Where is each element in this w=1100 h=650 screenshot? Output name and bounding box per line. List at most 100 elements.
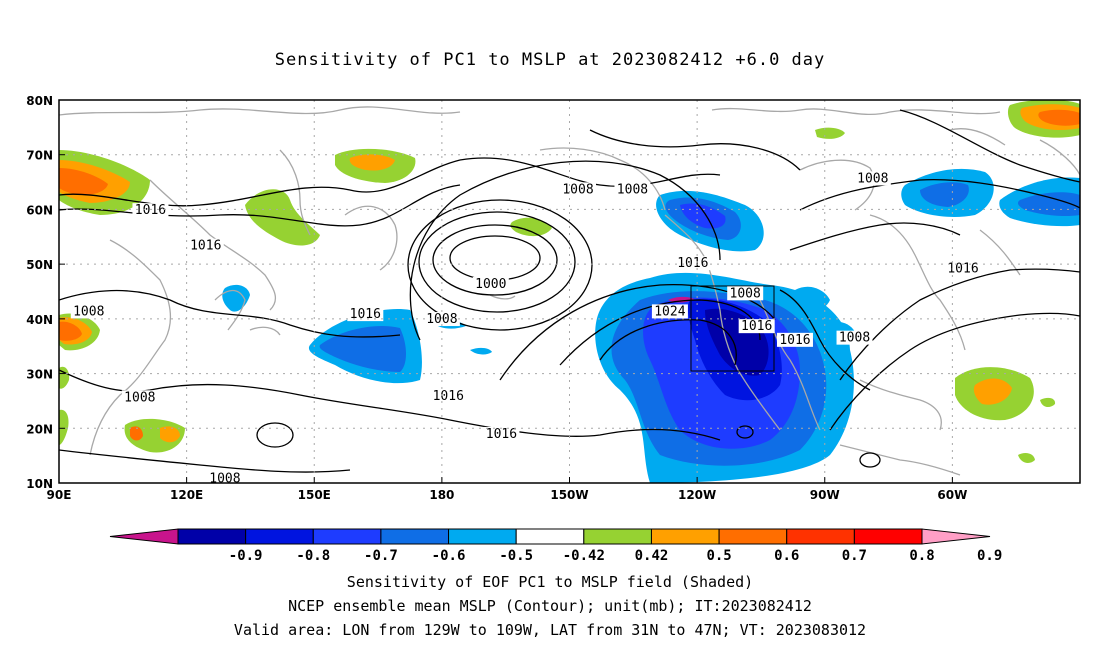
shade-okhotsk-green [245, 189, 320, 246]
shade-bering-green [510, 217, 552, 237]
colorbar-bin [853, 528, 923, 545]
shade-alaska-strong [680, 203, 726, 229]
lat-tick-label: 60N [26, 203, 53, 217]
lon-tick-label: 180 [429, 488, 454, 502]
contour-label-bg [854, 171, 891, 186]
shade-scs-orange [160, 426, 180, 443]
shade-indochina-green [59, 409, 69, 445]
colorbar-bin [448, 528, 517, 545]
contour-label-bg [614, 182, 651, 197]
shade-japan-light [222, 284, 250, 312]
contour-label-bg [70, 304, 107, 319]
colorbar-tick-label: 0.6 [774, 548, 799, 564]
contour-label-bg [651, 304, 688, 319]
contour-label: 1008 [730, 286, 761, 301]
contour-label: 1008 [426, 312, 457, 327]
colorbar-tick-label: 0.42 [635, 548, 669, 564]
colorbar-tick-label: -0.8 [296, 548, 330, 564]
colorbar-bin [650, 528, 720, 545]
shade-gulf-light [793, 286, 830, 310]
contour-label: 1008 [857, 171, 888, 186]
contour-label: 1016 [135, 203, 166, 218]
shade-atlantic-mid [1017, 192, 1080, 217]
shade-indochina2-green [59, 366, 70, 389]
shade-atlantic-orange [973, 378, 1012, 405]
contour-label-bg [472, 277, 509, 292]
colorbar-bin [583, 528, 652, 545]
colorbar-tick-label: -0.9 [229, 548, 263, 564]
contour-label: 1016 [190, 239, 221, 254]
colorbar-under-triangle [109, 528, 179, 545]
shade-china-red [59, 321, 82, 341]
contour-label-bg [187, 238, 224, 253]
colorbar-tick-label: -0.7 [364, 548, 398, 564]
lat-tick-label: 70N [26, 149, 53, 163]
colorbar-over-triangle [921, 528, 991, 545]
contour-labels: 1008 1008 1016 1024 1008 1016 1016 1008 1008 1016… [70, 171, 982, 486]
caption-line-2: NCEP ensemble mean MSLP (Contour); unit(… [288, 597, 812, 615]
map-gridlines [59, 100, 1080, 483]
colorbar: -0.9 -0.8 -0.7 -0.6 -0.5 -0.42 0.42 0.5 0.6 0.7 0.… [109, 528, 1002, 564]
colorbar-tick-label: 0.8 [909, 548, 934, 564]
lon-tick-label: 150W [550, 488, 588, 502]
colorbar-bin [245, 528, 314, 545]
colorbar-bin [380, 528, 450, 545]
shade-canada-mid [920, 182, 969, 207]
contour-label-bg [206, 471, 243, 483]
shade-atlantic2-green [1040, 397, 1056, 408]
caption-line-3: Valid area: LON from 129W to 109W, LAT f… [233, 621, 867, 639]
shade-pacific-small [470, 347, 492, 355]
contour-label: 1008 [73, 304, 104, 319]
contour-label: 1008 [124, 390, 155, 405]
mslp-contours [59, 109, 1080, 473]
shade-scs-red [130, 426, 143, 441]
contour-label: 1016 [947, 262, 978, 277]
shade-east-siberia-orange [349, 154, 395, 171]
contour-label: 1016 [741, 319, 772, 334]
lat-tick-label: 80N [26, 94, 53, 108]
contour-label: 1016 [350, 307, 381, 322]
lat-tick-label: 50N [26, 258, 53, 272]
colorbar-tick-label: -0.6 [432, 548, 466, 564]
contour-label: 1008 [617, 182, 648, 197]
colorbar-tick-label: -0.5 [499, 548, 533, 564]
caption-line-1: Sensitivity of EOF PC1 to MSLP field (Sh… [346, 573, 754, 591]
lon-tick-label: 90W [810, 488, 840, 502]
contour-label-bg [121, 390, 158, 405]
lat-tick-label: 10N [26, 477, 53, 491]
colorbar-bin [177, 528, 247, 545]
lon-tick-label: 60W [937, 488, 967, 502]
contour-label: 1000 [475, 277, 506, 292]
contour-label: 1024 [654, 304, 685, 319]
colorbar-bin [718, 528, 788, 545]
contour-label: 1016 [433, 389, 464, 404]
contour-label-bg [945, 261, 982, 276]
colorbar-bin [515, 528, 585, 545]
colorbar-bin [786, 528, 855, 545]
contour-label: 1008 [839, 331, 870, 346]
contour-label-bg [132, 203, 169, 218]
coastlines [59, 106, 1080, 476]
lon-tick-label: 120W [678, 488, 716, 502]
axis-ticks [58, 99, 953, 484]
contour-label-bg [836, 330, 873, 345]
contour-label-bg [430, 389, 467, 404]
shade-caribbean-green [1018, 452, 1035, 463]
colorbar-tick-label: 0.9 [977, 548, 1002, 564]
sensitivity-shading [59, 100, 1080, 483]
contour-label-bg [347, 307, 384, 322]
colorbar-tick-label: -0.42 [563, 548, 605, 564]
lon-tick-label: 120E [170, 488, 203, 502]
contour-label-bg [483, 426, 520, 441]
contour-label: 1008 [562, 182, 593, 197]
contour-label-bg [423, 312, 460, 327]
contour-label: 1008 [209, 471, 240, 486]
contour-label-bg [738, 319, 775, 334]
chart-title: Sensitivity of PC1 to MSLP at 2023082412… [274, 50, 826, 70]
contour-label: 1016 [486, 427, 517, 442]
shade-pacific-mid [319, 325, 406, 372]
contour-label: 1016 [677, 256, 708, 271]
shade-greenland-red [1038, 109, 1080, 126]
colorbar-tick-label: 0.5 [706, 548, 731, 564]
